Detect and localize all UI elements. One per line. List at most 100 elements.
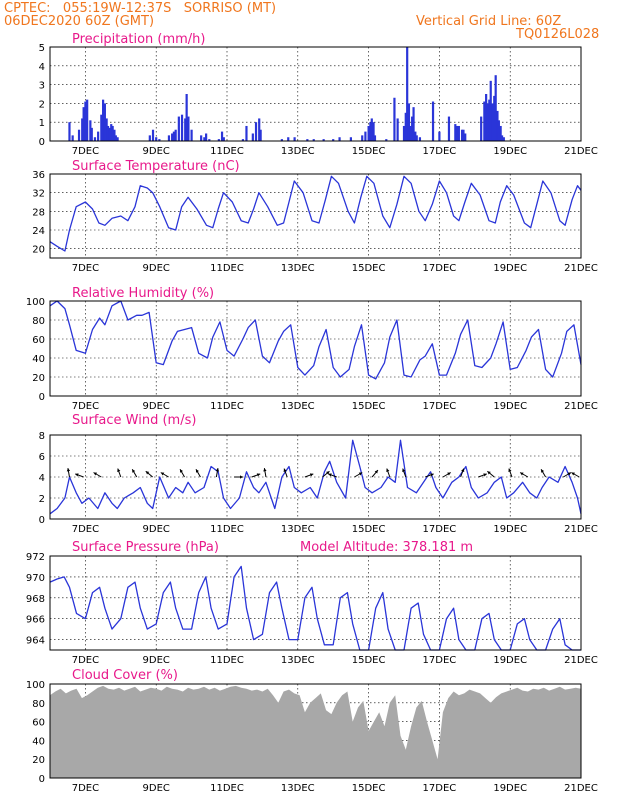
precip-bar xyxy=(396,118,399,141)
precip-bar xyxy=(406,47,409,141)
precip-bar xyxy=(499,125,502,141)
x-tick-label: 15DEC xyxy=(352,401,386,412)
precip-bar xyxy=(415,135,418,141)
precip-bar xyxy=(414,131,417,141)
precip-bar xyxy=(93,137,97,141)
y-tick-label: 3 xyxy=(39,81,45,92)
x-tick-label: 19DEC xyxy=(493,401,527,412)
precip-bar xyxy=(367,125,370,141)
precip-bar xyxy=(418,137,422,141)
precip-bar xyxy=(491,103,494,141)
y-tick-label: 970 xyxy=(26,573,45,584)
precip-bar xyxy=(77,129,81,141)
precip-bar xyxy=(187,116,190,141)
precip-bar xyxy=(456,125,459,141)
precip-bar xyxy=(485,94,488,141)
precip-bar xyxy=(404,112,407,141)
y-tick-label: 0 xyxy=(39,774,45,785)
precip-bar xyxy=(172,131,175,141)
precip-bar xyxy=(494,75,497,141)
panel-title: Surface Pressure (hPa) xyxy=(72,540,219,555)
y-tick-label: 60 xyxy=(32,718,45,729)
wind-arrow-head xyxy=(487,471,491,475)
precip-bar xyxy=(385,139,388,141)
y-tick-label: 0 xyxy=(39,515,45,526)
precip-bar xyxy=(488,99,491,141)
header-grid-note: Vertical Grid Line: 60Z xyxy=(416,14,562,29)
x-tick-label: 21DEC xyxy=(564,655,598,666)
precip-bar xyxy=(412,107,415,141)
precip-bar xyxy=(90,127,93,141)
precip-bar xyxy=(259,129,262,141)
x-tick-label: 13DEC xyxy=(281,783,315,794)
panel-frame xyxy=(49,434,582,520)
precip-bar xyxy=(369,122,372,141)
precip-bar xyxy=(500,135,504,141)
x-tick-label: 15DEC xyxy=(352,524,386,535)
series-line xyxy=(49,175,582,252)
x-tick-label: 11DEC xyxy=(210,146,244,157)
wind-arrow-head xyxy=(358,472,363,476)
x-tick-label: 9DEC xyxy=(143,146,170,157)
x-tick-label: 17DEC xyxy=(423,146,457,157)
panel-annotation: Model Altitude: 378.181 m xyxy=(300,540,473,555)
precip-bar xyxy=(200,135,203,141)
series-line xyxy=(49,300,582,380)
x-tick-label: 13DEC xyxy=(281,263,315,274)
y-tick-label: 1 xyxy=(39,118,45,129)
y-tick-label: 60 xyxy=(32,335,45,346)
x-tick-label: 7DEC xyxy=(72,401,99,412)
precip-bar xyxy=(106,125,110,141)
precip-bar xyxy=(254,122,258,141)
precip-bar xyxy=(251,133,254,141)
precip-bar xyxy=(370,118,373,141)
precip-bar xyxy=(174,129,177,141)
precip-bar xyxy=(105,118,108,141)
precip-bar xyxy=(97,131,100,141)
precip-bar xyxy=(220,131,224,141)
x-tick-label: 7DEC xyxy=(72,524,99,535)
x-tick-label: 19DEC xyxy=(493,783,527,794)
x-tick-label: 19DEC xyxy=(493,655,527,666)
y-tick-label: 972 xyxy=(26,552,45,563)
wind-arrow-head xyxy=(180,469,184,473)
precip-bar xyxy=(460,129,464,141)
y-tick-label: 20 xyxy=(32,755,45,766)
precip-bar xyxy=(438,131,441,141)
wind-arrow-head xyxy=(374,470,378,474)
x-tick-label: 11DEC xyxy=(210,783,244,794)
precip-bar xyxy=(332,139,335,141)
x-tick-label: 11DEC xyxy=(210,655,244,666)
precip-bar xyxy=(462,129,465,141)
y-tick-label: 4 xyxy=(39,62,45,73)
x-tick-label: 15DEC xyxy=(352,263,386,274)
y-tick-label: 0 xyxy=(39,137,45,148)
x-tick-label: 7DEC xyxy=(72,783,99,794)
series-line xyxy=(49,439,582,515)
x-tick-label: 17DEC xyxy=(423,263,457,274)
wind-arrow-head xyxy=(483,473,487,477)
precip-bar xyxy=(113,129,116,141)
precip-bar xyxy=(497,120,500,141)
wind-arrow-head xyxy=(93,472,98,476)
wind-arrow-head xyxy=(567,472,572,476)
wind-arrow-head xyxy=(256,473,261,477)
precip-bar xyxy=(222,137,225,141)
precip-bar xyxy=(208,139,211,141)
wind-arrow-head xyxy=(66,468,71,472)
x-tick-label: 17DEC xyxy=(423,401,457,412)
precip-bar xyxy=(148,135,151,141)
wind-arrow-head xyxy=(430,473,434,477)
precip-bar xyxy=(486,103,489,141)
wind-arrow-head xyxy=(541,469,545,473)
wind-arrow-head xyxy=(326,471,330,475)
panel-frame xyxy=(49,683,582,779)
x-tick-label: 19DEC xyxy=(493,524,527,535)
y-tick-label: 2 xyxy=(39,494,45,505)
wind-arrow-head xyxy=(571,472,575,476)
precip-bar xyxy=(373,135,377,141)
wind-arrow-head xyxy=(447,472,451,476)
precip-bar xyxy=(431,101,435,141)
wind-arrow-head xyxy=(240,475,244,479)
x-tick-label: 9DEC xyxy=(143,655,170,666)
